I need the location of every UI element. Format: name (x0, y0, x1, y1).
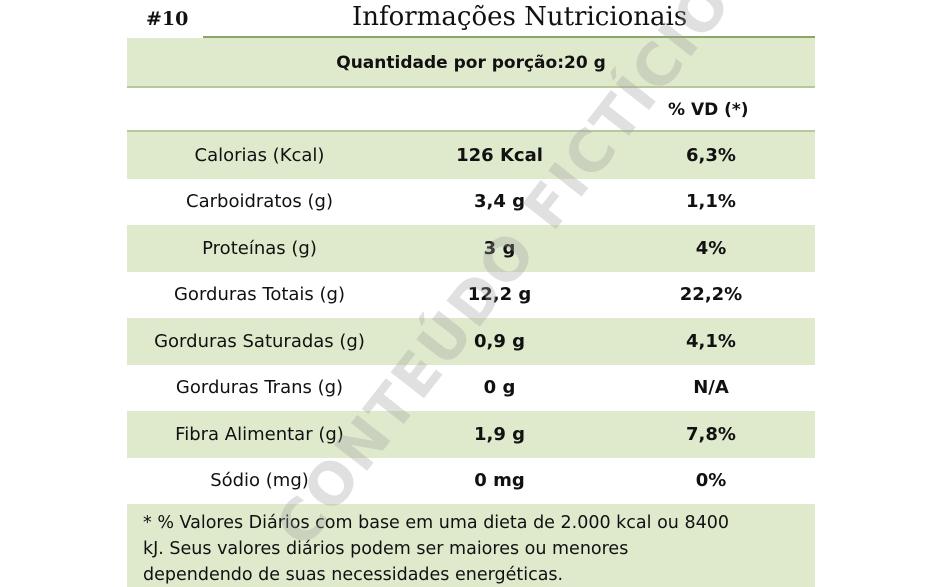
serving-size-row: Quantidade por porção:20 g (127, 38, 815, 88)
table-row: Gorduras Totais (g) 12,2 g 22,2% (127, 271, 815, 318)
table-row: Sódio (mg) 0 mg 0% (127, 457, 815, 504)
nutrient-name: Fibra Alimentar (g) (175, 423, 344, 445)
footnote-line: dependendo de suas necessidades energéti… (143, 565, 564, 585)
nutrient-name: Calorias (Kcal) (194, 144, 325, 166)
nutrient-daily-value: 6,3% (686, 144, 736, 166)
nutrient-name: Gorduras Saturadas (g) (154, 330, 365, 352)
title-divider (203, 36, 815, 38)
nutrient-name: Proteínas (g) (202, 237, 317, 259)
nutrient-daily-value: 7,8% (686, 423, 736, 445)
footnote-line: * % Valores Diários com base em uma diet… (143, 513, 729, 533)
nutrient-amount: 3 g (483, 237, 516, 259)
nutrient-name: Gorduras Totais (g) (173, 284, 346, 306)
nutrient-name: Gorduras Trans (g) (175, 377, 344, 399)
nutrient-amount: 3,4 g (473, 191, 526, 213)
footnote-line: kJ. Seus valores diários podem ser maior… (143, 539, 629, 559)
nutrition-table: Quantidade por porção:20 g % VD (*) Calo… (127, 38, 815, 587)
footnote: * % Valores Diários com base em uma diet… (127, 504, 815, 587)
table-header-row: % VD (*) (127, 88, 815, 132)
nutrient-daily-value: 1,1% (686, 191, 736, 213)
nutrient-name: Carboidratos (g) (186, 191, 333, 213)
nutrient-daily-value: 22,2% (679, 284, 743, 306)
nutrient-name: Sódio (mg) (210, 470, 309, 492)
nutrient-daily-value: 0% (695, 470, 727, 492)
nutrient-amount: 0,9 g (473, 330, 526, 352)
nutrient-amount: 0 mg (474, 470, 525, 492)
table-row: Carboidratos (g) 3,4 g 1,1% (127, 178, 815, 225)
nutrient-amount: 126 Kcal (456, 144, 543, 166)
table-row: Fibra Alimentar (g) 1,9 g 7,8% (127, 411, 815, 458)
label-number: #10 (146, 8, 189, 30)
daily-value-header: % VD (*) (668, 100, 749, 120)
table-row: Proteínas (g) 3 g 4% (127, 225, 815, 272)
nutrient-daily-value: 4% (695, 237, 727, 259)
table-row: Calorias (Kcal) 126 Kcal 6,3% (127, 132, 815, 179)
table-row: Gorduras Saturadas (g) 0,9 g 4,1% (127, 318, 815, 365)
page-title: Informações Nutricionais (352, 2, 688, 32)
nutrient-amount: 12,2 g (467, 284, 532, 306)
nutrient-amount: 0 g (483, 377, 516, 399)
serving-size-text: Quantidade por porção:20 g (336, 53, 606, 73)
nutrient-daily-value: 4,1% (686, 330, 736, 352)
table-row: Gorduras Trans (g) 0 g N/A (127, 364, 815, 411)
nutrient-amount: 1,9 g (473, 423, 526, 445)
nutrient-daily-value: N/A (693, 377, 729, 399)
